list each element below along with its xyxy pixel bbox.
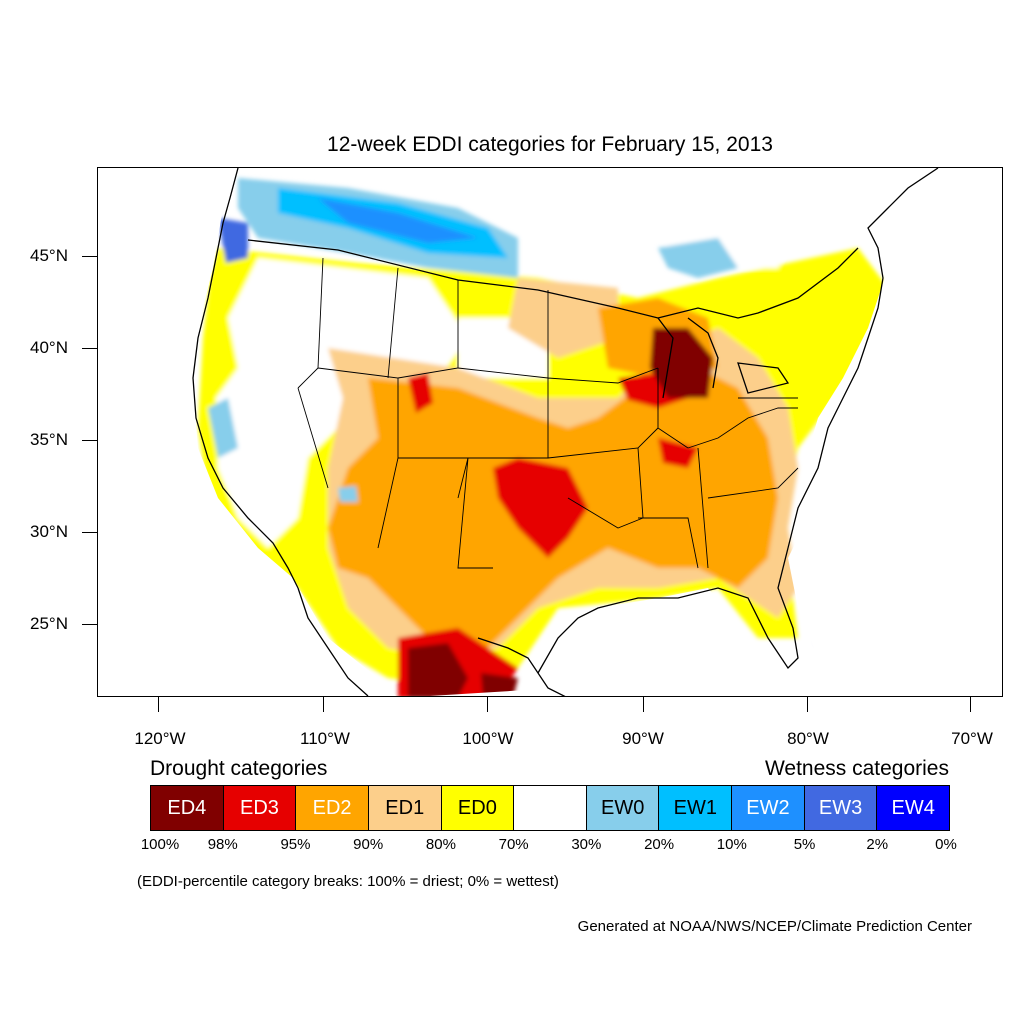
- percentile-label: 30%: [571, 836, 602, 853]
- percentile-label: 2%: [866, 836, 889, 853]
- ed3-region-5: [658, 438, 698, 468]
- lat-tick-45: [82, 256, 97, 257]
- lat-label-30: 30°N: [30, 522, 68, 541]
- coastline-baja: [297, 587, 369, 696]
- legend-cell-ew2: EW2: [732, 786, 805, 830]
- ocean-mask-east: [519, 168, 1002, 696]
- ew0-region-west: [208, 398, 238, 458]
- us-canada-border: [247, 239, 859, 319]
- percentile-label: 5%: [793, 836, 816, 853]
- coastline-gulf: [477, 547, 799, 696]
- percentile-label: 98%: [207, 836, 238, 853]
- eddi-map: [98, 168, 1002, 696]
- percentile-label: 0%: [935, 836, 957, 853]
- percentile-label: 95%: [280, 836, 311, 853]
- lon-tick-120: [158, 697, 159, 712]
- ew2-region: [318, 198, 478, 243]
- lon-label-80: 80°W: [787, 729, 829, 748]
- lat-tick-30: [82, 532, 97, 533]
- lon-label-90: 90°W: [622, 729, 664, 748]
- ocean-mask-west: [98, 168, 396, 696]
- lon-label-120: 120°W: [134, 729, 186, 748]
- ed3-region-2: [618, 373, 688, 408]
- ew0-region-west-2: [338, 486, 358, 502]
- legend-cell-normal: [514, 786, 587, 830]
- ed1-region-north: [508, 278, 618, 358]
- coastline-west: [192, 168, 299, 589]
- lon-tick-90: [643, 697, 644, 712]
- ew0-region-ne: [658, 238, 738, 278]
- lon-label-70: 70°W: [951, 729, 993, 748]
- legend-cell-ew4: EW4: [877, 786, 950, 830]
- lat-tick-40: [82, 348, 97, 349]
- wetness-categories-heading: Wetness categories: [764, 757, 949, 780]
- lon-label-110: 110°W: [300, 729, 350, 748]
- percentile-label: 100%: [140, 836, 180, 853]
- credit-line: Generated at NOAA/NWS/NCEP/Climate Predi…: [577, 918, 972, 935]
- legend-cell-ew1: EW1: [659, 786, 733, 830]
- ew3-region: [218, 218, 248, 263]
- legend-cell-ed3: ED3: [223, 786, 297, 830]
- percentile-label: 20%: [644, 836, 675, 853]
- state-lines: [297, 257, 799, 569]
- lat-label-25: 25°N: [30, 614, 68, 633]
- great-lakes: [657, 317, 790, 399]
- category-fields: [198, 178, 888, 696]
- lat-label-45: 45°N: [30, 246, 68, 265]
- percentile-label: 10%: [716, 836, 747, 853]
- lat-label-40: 40°N: [30, 338, 68, 357]
- legend-cell-ed0: ED0: [441, 786, 515, 830]
- percentile-label: 90%: [353, 836, 384, 853]
- lon-tick-80: [807, 697, 808, 712]
- legend-cell-ed2: ED2: [296, 786, 369, 830]
- map-title: 12-week EDDI categories for February 15,…: [327, 133, 773, 156]
- ed3-region: [493, 458, 588, 558]
- lon-label-100: 100°W: [462, 729, 514, 748]
- lon-tick-100: [487, 697, 488, 712]
- percentile-label: 80%: [425, 836, 456, 853]
- category-breaks-note: (EDDI-percentile category breaks: 100% =…: [137, 873, 559, 890]
- boundaries: [192, 168, 939, 696]
- legend-cell-ed1: ED1: [368, 786, 442, 830]
- ocean-mask-south: [430, 688, 566, 696]
- lat-tick-35: [82, 440, 97, 441]
- legend-cell-ed4: ED4: [151, 786, 224, 830]
- lon-tick-110: [323, 697, 324, 712]
- ed4-region-2: [408, 643, 468, 696]
- ed3-region-3: [408, 373, 433, 413]
- lat-tick-25: [82, 624, 97, 625]
- legend-cell-ew3: EW3: [804, 786, 878, 830]
- drought-categories-heading: Drought categories: [150, 757, 328, 780]
- ed4-region-3: [481, 673, 518, 696]
- legend-color-bar: ED4 ED3 ED2 ED1 ED0 EW0 EW1 EW2 EW3 EW4: [150, 785, 950, 831]
- lon-tick-70: [970, 697, 971, 712]
- legend-cell-ew0: EW0: [586, 786, 660, 830]
- lat-label-35: 35°N: [30, 430, 68, 449]
- percentile-label: 70%: [498, 836, 529, 853]
- map-frame: [97, 167, 1003, 697]
- coastline-east: [787, 168, 939, 549]
